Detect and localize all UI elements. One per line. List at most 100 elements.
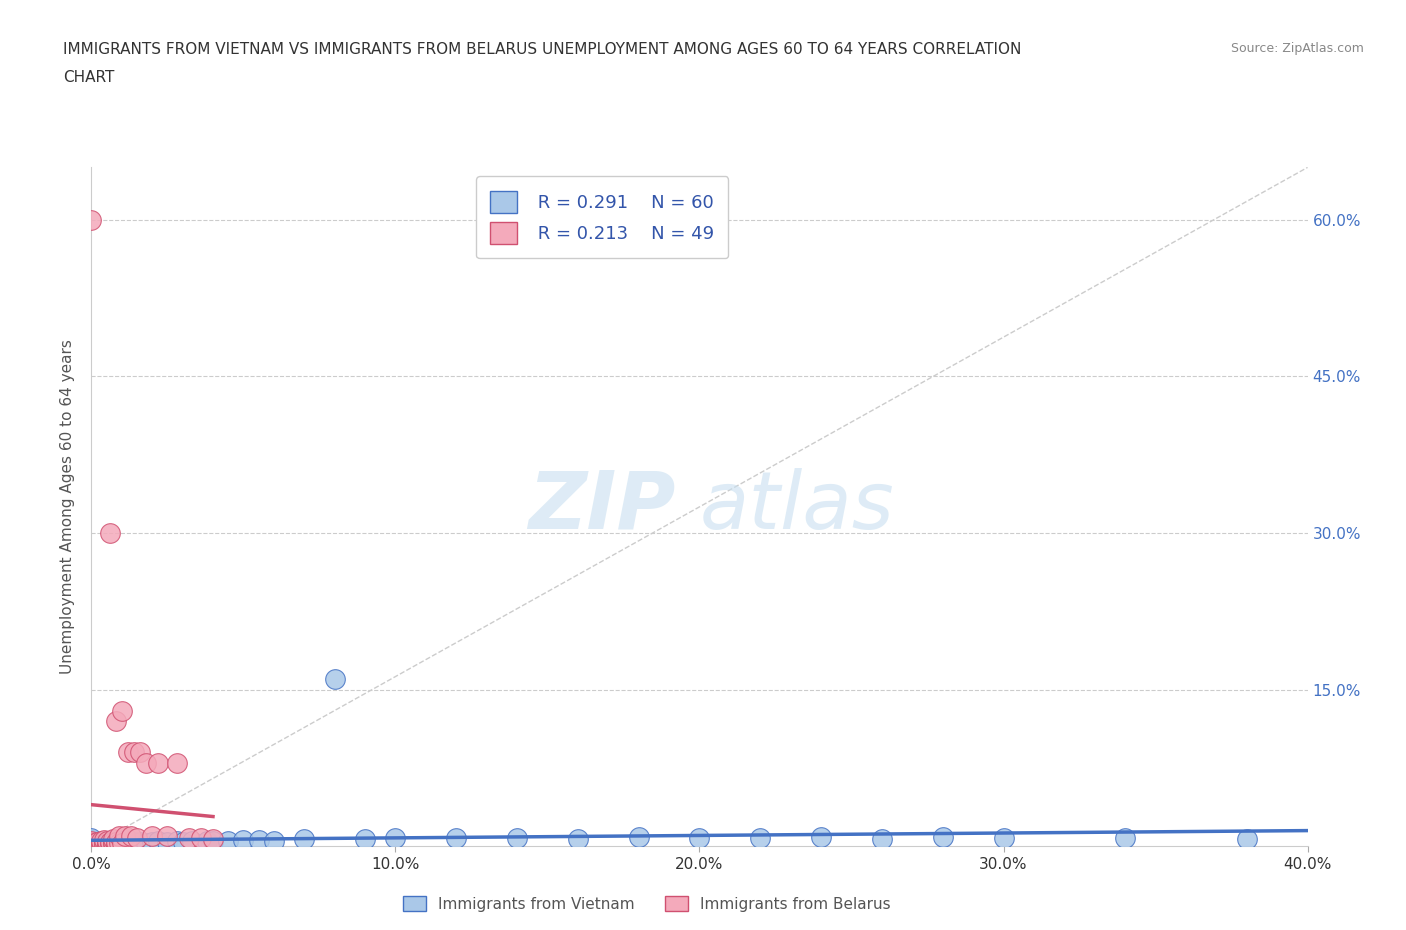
Point — [292, 831, 315, 846]
Point — [93, 838, 115, 853]
Point — [870, 831, 893, 846]
Point — [89, 836, 111, 851]
Point — [89, 838, 111, 853]
Point — [1114, 830, 1136, 845]
Point — [202, 831, 225, 846]
Point — [104, 837, 127, 852]
Point — [111, 836, 134, 851]
Point — [93, 832, 115, 847]
Point — [89, 839, 111, 854]
Point — [80, 832, 103, 847]
Point — [141, 835, 163, 850]
Point — [1236, 831, 1258, 846]
Point — [172, 835, 194, 850]
Point — [80, 839, 103, 854]
Point — [80, 839, 103, 854]
Point — [93, 837, 115, 852]
Point — [98, 837, 121, 852]
Point — [86, 836, 108, 851]
Point — [98, 835, 121, 850]
Point — [384, 830, 406, 845]
Point — [86, 835, 108, 850]
Point — [120, 836, 142, 851]
Point — [83, 838, 105, 853]
Point — [80, 830, 103, 845]
Point — [104, 833, 127, 848]
Point — [506, 830, 529, 845]
Text: atlas: atlas — [699, 468, 894, 546]
Point — [166, 833, 188, 848]
Point — [101, 835, 124, 850]
Point — [129, 835, 152, 850]
Point — [263, 833, 285, 848]
Point — [217, 833, 239, 848]
Point — [104, 837, 127, 852]
Point — [156, 829, 179, 844]
Point — [101, 836, 124, 851]
Point — [195, 833, 218, 848]
Point — [80, 839, 103, 854]
Y-axis label: Unemployment Among Ages 60 to 64 years: Unemployment Among Ages 60 to 64 years — [60, 339, 76, 674]
Point — [83, 836, 105, 851]
Point — [89, 833, 111, 848]
Point — [122, 745, 145, 760]
Point — [166, 755, 188, 770]
Point — [114, 836, 136, 851]
Point — [107, 836, 129, 851]
Point — [190, 830, 212, 845]
Point — [89, 835, 111, 850]
Point — [96, 836, 118, 851]
Point — [180, 833, 202, 848]
Point — [567, 831, 589, 846]
Point — [86, 839, 108, 854]
Point — [80, 837, 103, 852]
Point — [117, 745, 139, 760]
Legend: Immigrants from Vietnam, Immigrants from Belarus: Immigrants from Vietnam, Immigrants from… — [396, 889, 897, 918]
Point — [125, 830, 148, 845]
Point — [101, 831, 124, 846]
Point — [101, 837, 124, 852]
Text: Source: ZipAtlas.com: Source: ZipAtlas.com — [1230, 42, 1364, 55]
Point — [247, 832, 270, 847]
Point — [104, 713, 127, 728]
Point — [80, 836, 103, 851]
Text: IMMIGRANTS FROM VIETNAM VS IMMIGRANTS FROM BELARUS UNEMPLOYMENT AMONG AGES 60 TO: IMMIGRANTS FROM VIETNAM VS IMMIGRANTS FR… — [63, 42, 1022, 57]
Point — [148, 833, 170, 848]
Point — [80, 835, 103, 850]
Point — [129, 745, 152, 760]
Point — [141, 829, 163, 844]
Point — [80, 833, 103, 848]
Point — [80, 837, 103, 852]
Point — [107, 829, 129, 844]
Point — [114, 829, 136, 844]
Point — [98, 835, 121, 850]
Point — [101, 838, 124, 853]
Point — [96, 836, 118, 851]
Point — [135, 836, 157, 851]
Point — [86, 838, 108, 853]
Point — [135, 755, 157, 770]
Point — [354, 831, 377, 846]
Point — [627, 830, 650, 844]
Text: CHART: CHART — [63, 70, 115, 85]
Point — [156, 835, 179, 850]
Point — [111, 837, 134, 852]
Point — [122, 835, 145, 850]
Point — [810, 830, 832, 844]
Point — [98, 525, 121, 540]
Point — [80, 835, 103, 850]
Point — [96, 838, 118, 853]
Point — [117, 835, 139, 850]
Point — [202, 833, 225, 848]
Point — [177, 830, 200, 845]
Point — [96, 833, 118, 848]
Point — [80, 839, 103, 854]
Text: ZIP: ZIP — [527, 468, 675, 546]
Point — [104, 835, 127, 850]
Point — [80, 838, 103, 853]
Point — [93, 836, 115, 851]
Point — [444, 830, 467, 845]
Point — [86, 837, 108, 852]
Point — [80, 212, 103, 227]
Point — [931, 830, 953, 844]
